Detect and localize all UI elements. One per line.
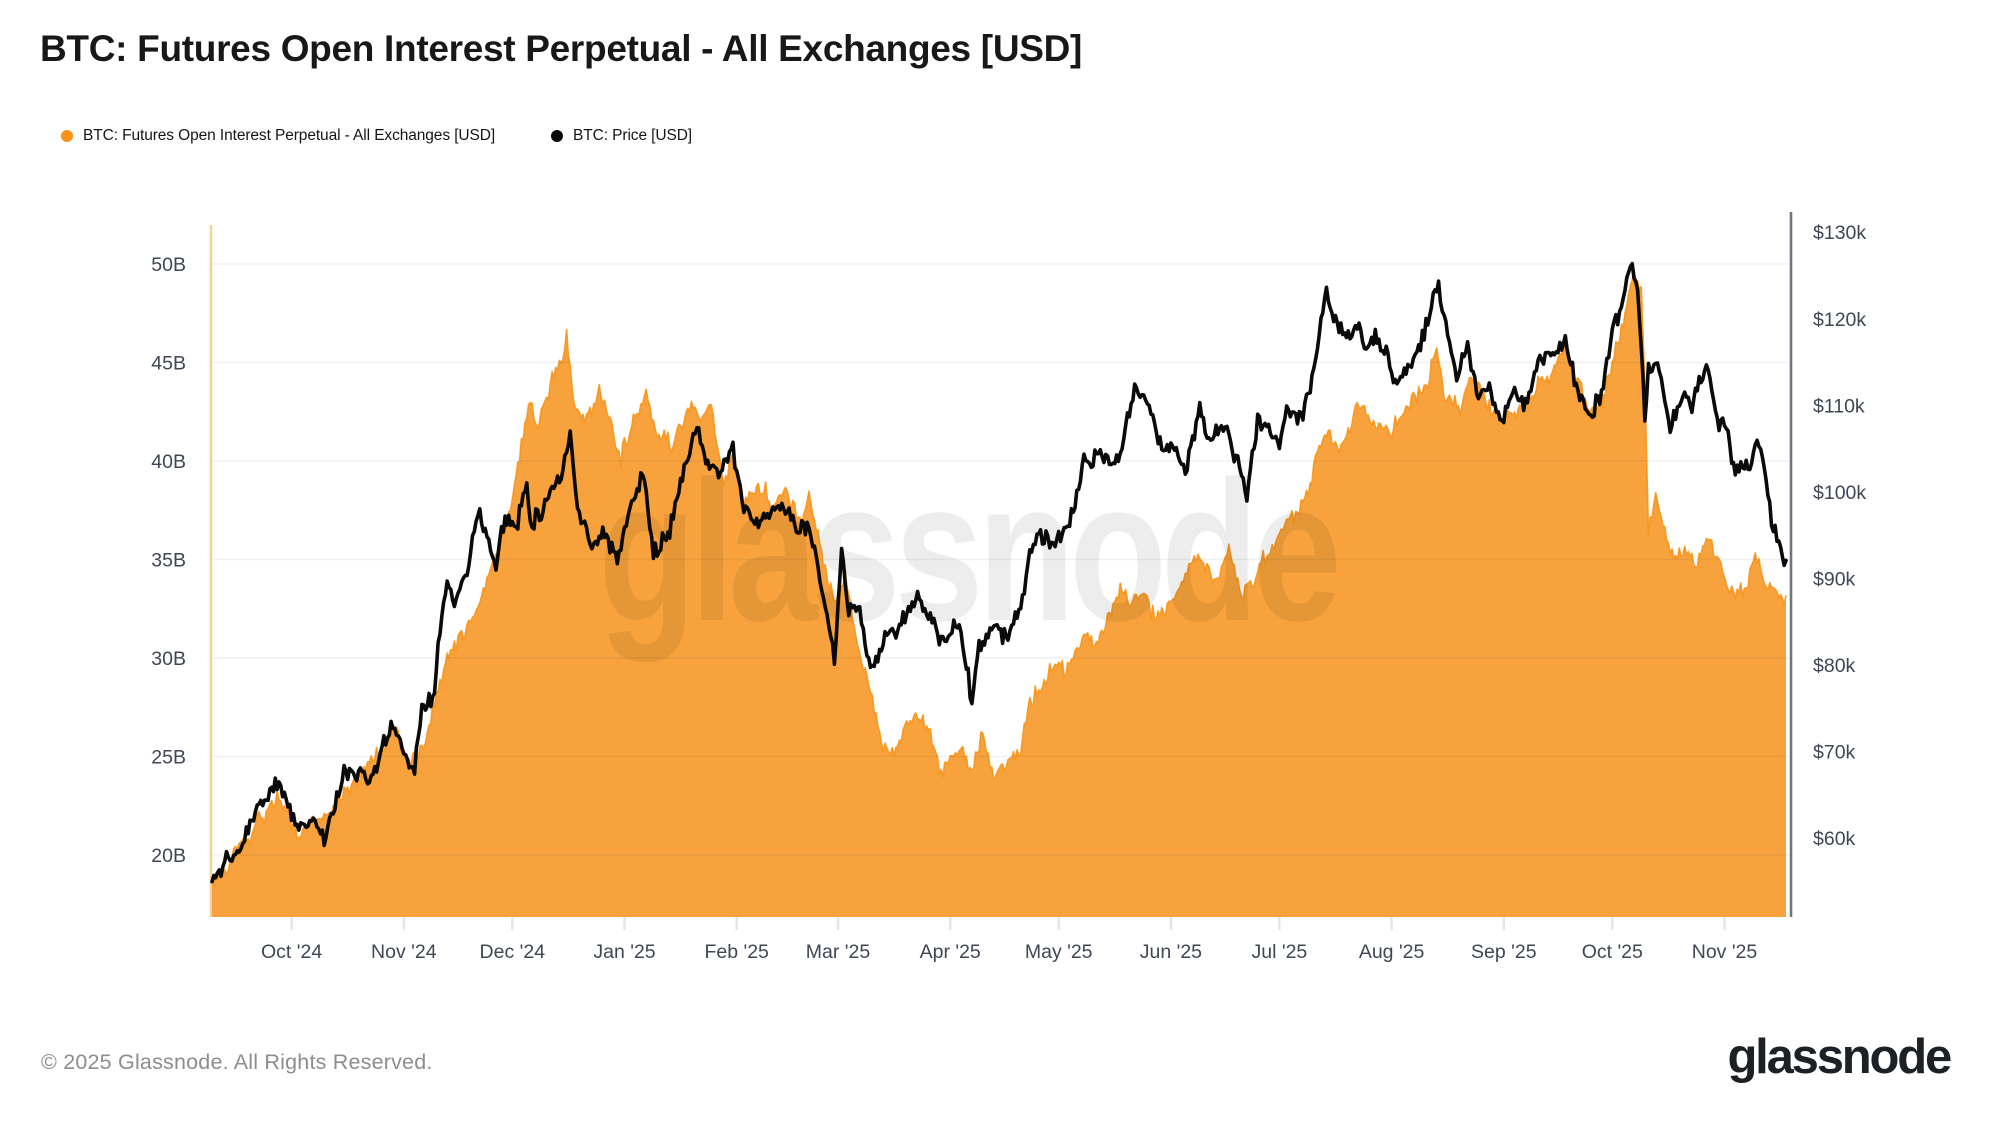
x-axis-label: May '25 bbox=[1025, 941, 1093, 963]
x-axis-label: Oct '25 bbox=[1582, 941, 1643, 963]
x-axis-label: Mar '25 bbox=[806, 941, 871, 963]
x-axis-label: Dec '24 bbox=[480, 941, 546, 963]
legend-label-price: BTC: Price [USD] bbox=[573, 127, 693, 144]
glassnode-logo: glassnode bbox=[1727, 1030, 1952, 1084]
open-interest-area bbox=[212, 269, 1786, 917]
legend-dot-open-interest-icon bbox=[61, 130, 73, 142]
y-axis-right-label: $70k bbox=[1813, 742, 1856, 764]
y-axis-left-label: 50B bbox=[151, 254, 186, 276]
y-axis-right-label: $60k bbox=[1813, 828, 1856, 850]
x-axis-label: Nov '24 bbox=[371, 941, 437, 963]
chart-legend: BTC: Futures Open Interest Perpetual - A… bbox=[61, 127, 692, 145]
legend-item-price[interactable]: BTC: Price [USD] bbox=[551, 127, 692, 145]
legend-dot-price-icon bbox=[551, 130, 564, 142]
x-axis-label: Sep '25 bbox=[1471, 941, 1537, 963]
y-axis-left-label: 35B bbox=[151, 549, 186, 571]
x-axis-label: Feb '25 bbox=[704, 941, 769, 963]
page-title: BTC: Futures Open Interest Perpetual - A… bbox=[40, 28, 1083, 69]
glassnode-watermark: glassnode bbox=[598, 440, 1336, 663]
x-axis-label: Jul '25 bbox=[1252, 941, 1308, 963]
y-axis-left-label: 30B bbox=[151, 648, 186, 670]
y-axis-left-label: 25B bbox=[151, 746, 186, 768]
x-axis-label: Aug '25 bbox=[1359, 941, 1425, 963]
chart-plot-area[interactable] bbox=[212, 208, 1786, 917]
y-axis-right-label: $120k bbox=[1813, 309, 1866, 331]
y-axis-right-label: $130k bbox=[1813, 222, 1866, 244]
x-axis-label: Jun '25 bbox=[1140, 941, 1202, 963]
y-axis-right-label: $100k bbox=[1813, 482, 1866, 504]
y-axis-right-label: $90k bbox=[1813, 569, 1856, 591]
y-axis-left-label: 20B bbox=[151, 845, 186, 867]
x-axis-label: Nov '25 bbox=[1692, 941, 1758, 963]
y-axis-left-label: 40B bbox=[151, 451, 186, 473]
x-axis-label: Oct '24 bbox=[261, 941, 322, 963]
x-axis-label: Apr '25 bbox=[920, 941, 981, 963]
legend-item-open-interest[interactable]: BTC: Futures Open Interest Perpetual - A… bbox=[61, 127, 495, 145]
y-axis-right-label: $110k bbox=[1813, 395, 1865, 417]
y-axis-right-label: $80k bbox=[1813, 655, 1856, 677]
copyright-text: © 2025 Glassnode. All Rights Reserved. bbox=[41, 1050, 433, 1074]
y-axis-left-label: 45B bbox=[151, 352, 186, 374]
x-axis-label: Jan '25 bbox=[593, 941, 655, 963]
legend-label-open-interest: BTC: Futures Open Interest Perpetual - A… bbox=[83, 127, 496, 144]
price-line bbox=[210, 261, 1788, 884]
